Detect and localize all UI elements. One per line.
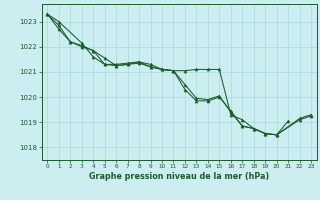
X-axis label: Graphe pression niveau de la mer (hPa): Graphe pression niveau de la mer (hPa) — [89, 172, 269, 181]
